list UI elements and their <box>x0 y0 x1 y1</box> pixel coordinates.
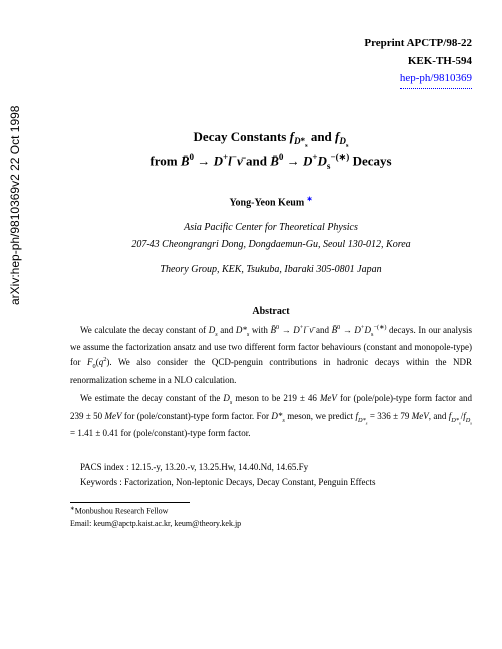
abstract-heading: Abstract <box>70 306 472 317</box>
footnote-1: ∗Monbushou Research Fellow <box>70 505 472 518</box>
abstract-paragraph-2: We estimate the decay constant of the Ds… <box>70 391 472 441</box>
abstract-paragraph-1: We calculate the decay constant of Ds an… <box>70 323 472 389</box>
keywords: Keywords : Factorization, Non-leptonic D… <box>80 475 472 490</box>
preprint-header: Preprint APCTP/98-22 KEK-TH-594 hep-ph/9… <box>70 35 472 89</box>
footnote-separator <box>70 502 190 503</box>
arxiv-identifier: arXiv:hep-ph/9810369v2 22 Oct 1998 <box>8 106 22 305</box>
footnote-block: ∗Monbushou Research Fellow Email: keum@a… <box>70 505 472 530</box>
footnote-2: Email: keum@apctp.kaist.ac.kr, keum@theo… <box>70 518 472 530</box>
paper-title: Decay Constants fD*s and fDs from B̄0 → … <box>70 127 472 174</box>
author-footnote-mark: ∗ <box>307 195 313 203</box>
affiliation-3: Theory Group, KEK, Tsukuba, Ibaraki 305-… <box>70 261 472 278</box>
preprint-number-2: KEK-TH-594 <box>70 53 472 71</box>
affiliation-1: Asia Pacific Center for Theoretical Phys… <box>70 219 472 236</box>
preprint-number-1: Preprint APCTP/98-22 <box>70 35 472 53</box>
affiliation-block: Asia Pacific Center for Theoretical Phys… <box>70 219 472 278</box>
abstract-body: We calculate the decay constant of Ds an… <box>70 323 472 442</box>
author-name: Yong-Yeon Keum ∗ <box>70 195 472 208</box>
pacs-index: PACS index : 12.15.-y, 13.20.-v, 13.25.H… <box>80 460 472 475</box>
hep-ph-link[interactable]: hep-ph/9810369 <box>400 70 472 89</box>
affiliation-2: 207-43 Cheongrangri Dong, Dongdaemun-Gu,… <box>70 236 472 253</box>
pacs-keywords: PACS index : 12.15.-y, 13.20.-v, 13.25.H… <box>80 460 472 491</box>
page-content: Preprint APCTP/98-22 KEK-TH-594 hep-ph/9… <box>70 0 472 530</box>
